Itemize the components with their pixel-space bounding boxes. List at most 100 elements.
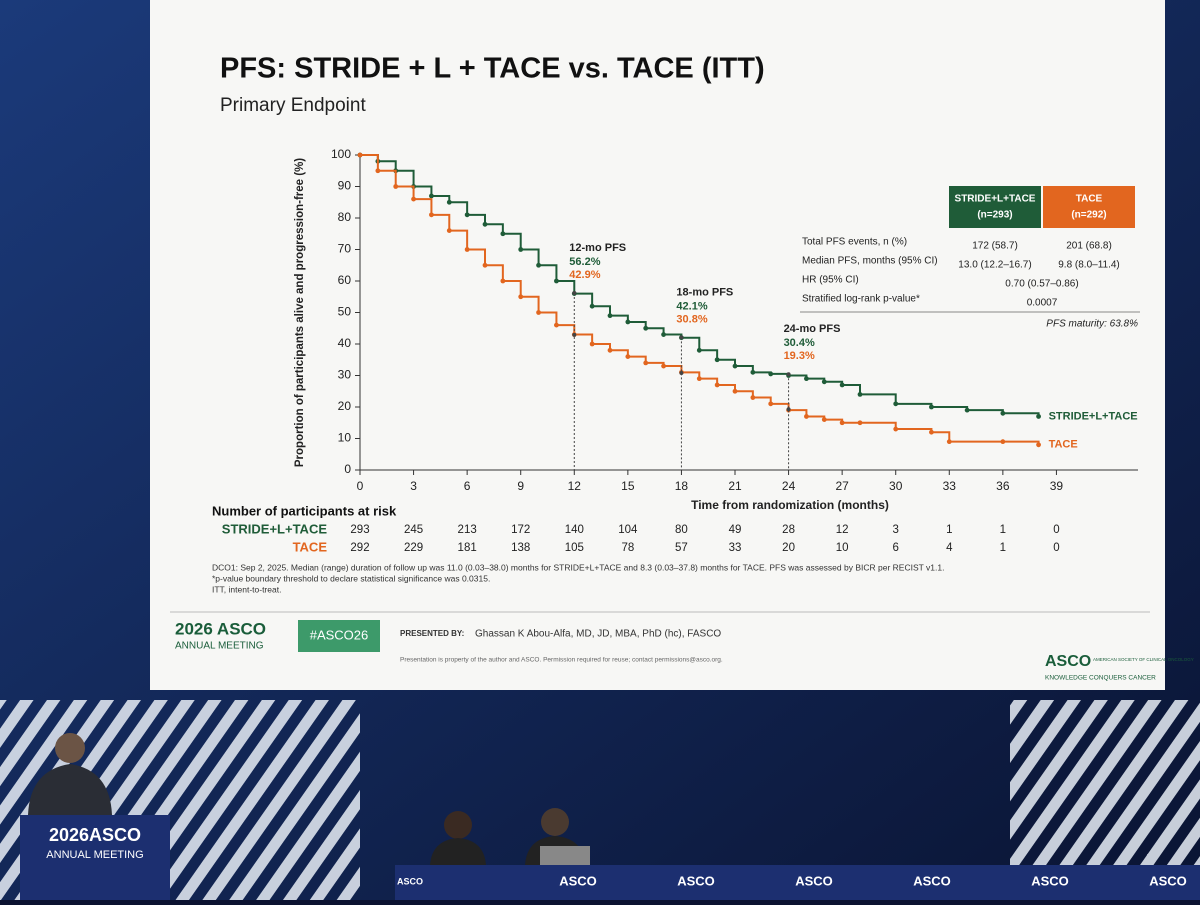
hashtag-box xyxy=(298,620,380,652)
x-tick-label: 21 xyxy=(728,479,742,493)
km-step xyxy=(538,311,558,326)
censor-mark xyxy=(625,319,631,325)
landmark-point xyxy=(679,335,684,340)
presented-label: PRESENTED BY: xyxy=(400,629,464,638)
y-tick-label: 70 xyxy=(338,242,352,256)
censor-mark xyxy=(393,184,399,189)
censor-mark xyxy=(482,262,488,268)
table-cell: 9.8 (8.0–11.4) xyxy=(1058,260,1120,271)
y-tick-label: 90 xyxy=(338,179,352,193)
at-risk-title: Number of participants at risk xyxy=(212,503,397,518)
org: ASCO xyxy=(1045,653,1091,670)
person-head xyxy=(541,808,569,836)
x-tick-label: 0 xyxy=(357,479,364,493)
censor-mark xyxy=(768,371,774,377)
annotation-value: 30.8% xyxy=(676,313,707,325)
at-risk-count: 20 xyxy=(782,542,795,554)
table-label: ASCO xyxy=(795,873,833,888)
km-step xyxy=(413,198,433,215)
footnote: ITT, intent-to-treat. xyxy=(212,584,281,594)
at-risk-count: 3 xyxy=(893,524,899,536)
y-tick-label: 10 xyxy=(338,431,352,445)
person-head xyxy=(444,811,472,839)
at-risk-count: 1 xyxy=(1000,524,1006,536)
censor-mark xyxy=(714,357,720,363)
speaker-head xyxy=(55,733,85,763)
at-risk-name: STRIDE+L+TACE xyxy=(222,521,328,536)
stage-stripes xyxy=(1010,700,1200,870)
footnote: *p-value boundary threshold to declare s… xyxy=(212,573,490,583)
landmark-point xyxy=(572,332,577,337)
table-header-n: (n=293) xyxy=(977,210,1012,221)
censor-mark xyxy=(464,247,470,252)
x-tick-label: 3 xyxy=(410,479,417,493)
at-risk-count: 181 xyxy=(458,542,477,554)
censor-mark xyxy=(1000,439,1006,445)
censor-mark xyxy=(536,310,541,315)
at-risk-count: 1 xyxy=(1000,542,1006,554)
censor-mark xyxy=(375,168,381,174)
censor-mark xyxy=(714,382,720,388)
censor-mark xyxy=(554,278,559,284)
at-risk-count: 140 xyxy=(565,524,584,536)
km-step xyxy=(574,333,594,344)
x-tick-label: 9 xyxy=(517,479,524,493)
censor-mark xyxy=(696,376,702,382)
censor-mark xyxy=(964,407,970,413)
km-step xyxy=(520,295,540,313)
y-tick-label: 100 xyxy=(331,147,351,161)
x-tick-label: 27 xyxy=(835,479,849,493)
annotation-value: 30.4% xyxy=(784,337,815,349)
censor-mark xyxy=(750,369,756,375)
x-axis-title: Time from randomization (months) xyxy=(691,498,889,512)
censor-mark xyxy=(929,429,934,435)
at-risk-count: 28 xyxy=(782,524,795,536)
censor-mark xyxy=(732,363,738,369)
censor-mark xyxy=(821,379,827,385)
censor-mark xyxy=(554,322,559,328)
hashtag: #ASCO26 xyxy=(310,627,369,642)
motto: KNOWLEDGE CONQUERS CANCER xyxy=(1045,675,1156,682)
km-step xyxy=(538,264,558,281)
censor-mark xyxy=(696,347,702,353)
notice: Presentation is property of the author a… xyxy=(400,657,723,664)
at-risk-count: 6 xyxy=(893,542,899,554)
at-risk-count: 104 xyxy=(618,524,638,536)
censor-mark xyxy=(607,313,613,319)
table-cell: 0.70 (0.57–0.86) xyxy=(1005,279,1078,290)
y-tick-label: 80 xyxy=(338,210,352,224)
table-header-n: (n=292) xyxy=(1071,210,1106,221)
x-tick-label: 12 xyxy=(568,479,582,493)
at-risk-count: 229 xyxy=(404,542,423,554)
km-step xyxy=(395,169,415,187)
slide-subtitle: Primary Endpoint xyxy=(220,95,366,116)
landmark-point xyxy=(786,407,791,412)
slide-title: PFS: STRIDE + L + TACE vs. TACE (ITT) xyxy=(220,53,765,85)
table-row-label: HR (95% CI) xyxy=(802,275,859,286)
at-risk-count: 0 xyxy=(1053,524,1059,536)
table-label: ASCO xyxy=(1031,873,1069,888)
podium-sub: ANNUAL MEETING xyxy=(46,849,143,861)
at-risk-count: 4 xyxy=(946,542,953,554)
km-step xyxy=(360,154,379,171)
km-step xyxy=(431,213,451,231)
censor-mark xyxy=(804,414,809,419)
slide xyxy=(150,0,1165,690)
table-cell: 13.0 (12.2–16.7) xyxy=(958,260,1031,271)
y-tick-label: 40 xyxy=(338,336,352,350)
censor-mark xyxy=(643,360,649,366)
censor-mark xyxy=(518,294,524,300)
km-step xyxy=(520,248,540,266)
censor-mark xyxy=(857,392,863,397)
annotation-title: 18-mo PFS xyxy=(676,286,733,298)
at-risk-count: 57 xyxy=(675,542,688,554)
at-risk-count: 292 xyxy=(350,542,369,554)
at-risk-count: 10 xyxy=(836,542,849,554)
censor-mark xyxy=(821,417,827,422)
censor-mark xyxy=(607,347,613,353)
at-risk-count: 49 xyxy=(729,524,742,536)
landmark-point xyxy=(786,372,791,377)
censor-mark xyxy=(643,325,649,331)
censor-mark xyxy=(946,439,952,445)
